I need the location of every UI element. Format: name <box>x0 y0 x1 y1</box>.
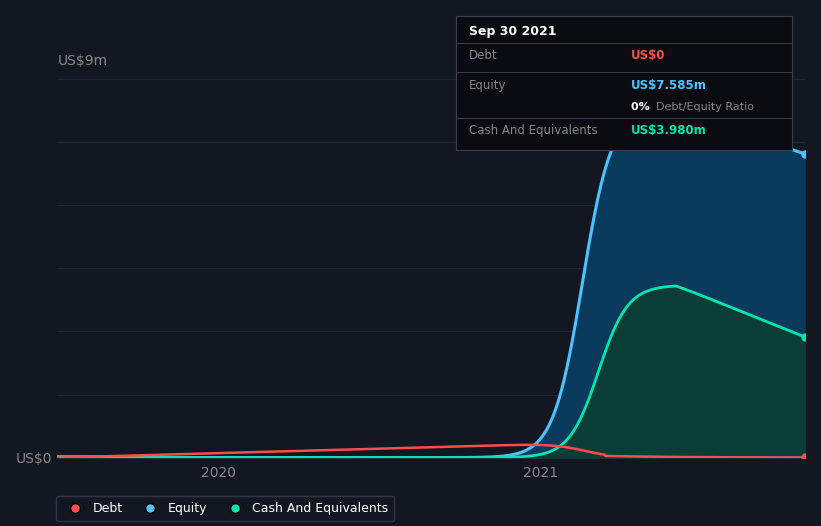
Text: US$9m: US$9m <box>57 54 108 68</box>
Text: 0%: 0% <box>631 102 654 112</box>
Legend: Debt, Equity, Cash And Equivalents: Debt, Equity, Cash And Equivalents <box>57 496 395 521</box>
Text: US$0: US$0 <box>631 49 665 62</box>
Text: Debt: Debt <box>469 49 498 62</box>
Text: Equity: Equity <box>469 79 507 92</box>
Text: Cash And Equivalents: Cash And Equivalents <box>469 125 598 137</box>
Text: Sep 30 2021: Sep 30 2021 <box>469 25 557 38</box>
Text: US$3.980m: US$3.980m <box>631 125 706 137</box>
Text: US$7.585m: US$7.585m <box>631 79 707 92</box>
Text: Debt/Equity Ratio: Debt/Equity Ratio <box>656 102 754 112</box>
